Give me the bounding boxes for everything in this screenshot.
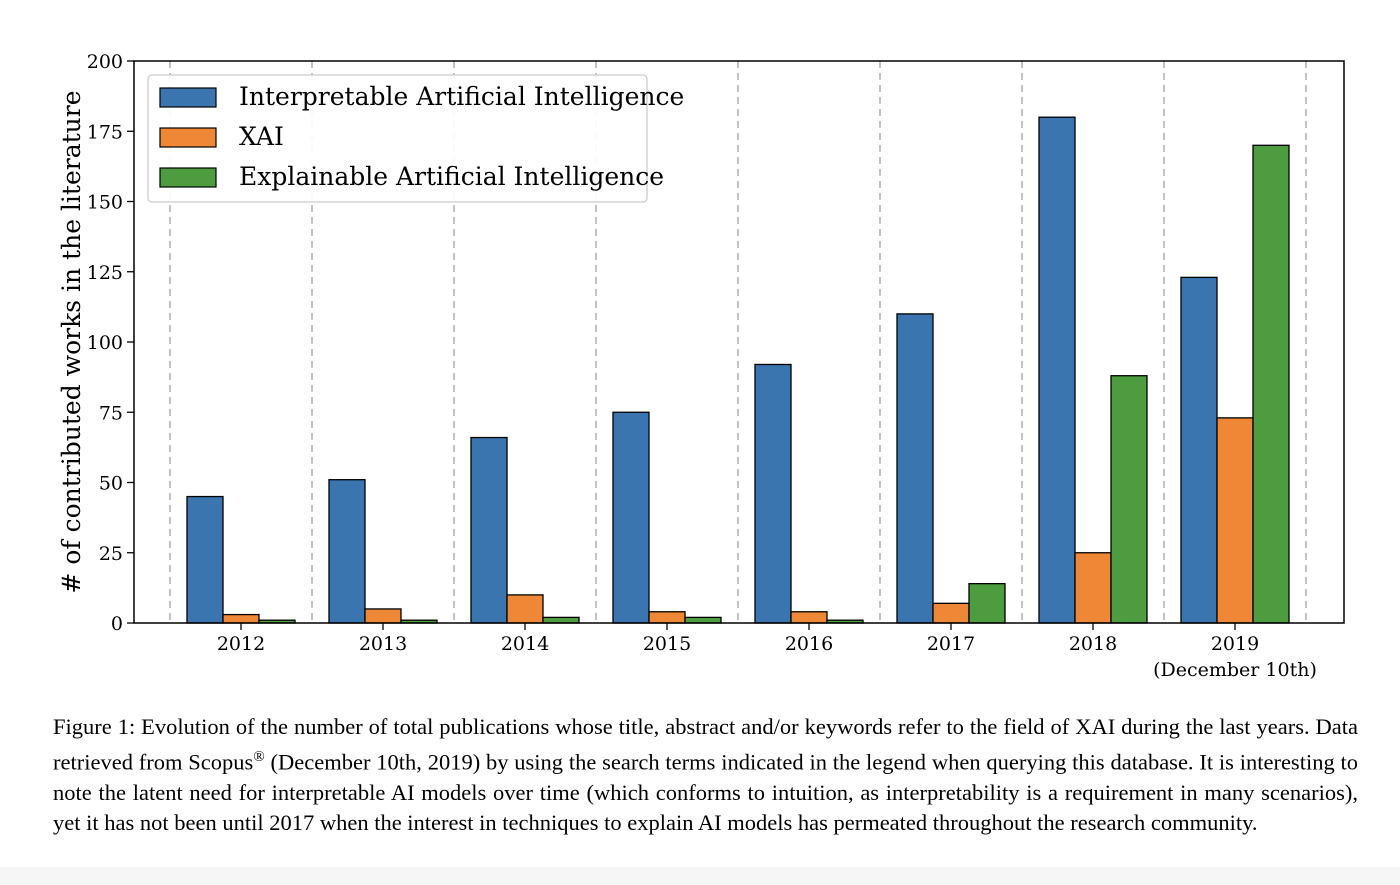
page-bottom-strip (0, 867, 1400, 885)
bar-2012-s0 (186, 495, 224, 624)
bar-2014-s0 (470, 436, 508, 624)
x-tick-label-2018: 2018 (1069, 633, 1117, 655)
y-tick-label: 25 (99, 543, 123, 565)
legend-swatch-s2 (159, 167, 217, 188)
y-tick-label: 150 (87, 192, 123, 214)
bar-2019-s1 (1216, 417, 1254, 624)
y-tick-label: 200 (87, 51, 123, 73)
y-tick-label: 75 (99, 402, 123, 424)
y-tick-label: 0 (111, 613, 123, 635)
bar-2014-s2 (542, 616, 580, 624)
bars (186, 116, 1290, 624)
bar-2012-s1 (222, 613, 260, 624)
bar-2017-s0 (896, 313, 934, 624)
bar-2013-s0 (328, 479, 366, 624)
y-tick-label: 175 (87, 121, 123, 143)
y-axis-label: # of contributed works in the literature (57, 90, 86, 593)
figure-caption: Figure 1: Evolution of the number of tot… (53, 712, 1358, 838)
legend-box (147, 74, 648, 203)
legend-swatch-s1 (159, 127, 217, 148)
y-tick-label: 50 (99, 473, 123, 495)
bar-2015-s2 (684, 616, 722, 624)
bar-2015-s0 (612, 411, 650, 624)
bar-2014-s1 (506, 594, 544, 624)
legend-label-s0: Interpretable Artificial Intelligence (239, 82, 684, 111)
bar-2015-s1 (648, 611, 686, 624)
bar-2019-s0 (1180, 276, 1218, 624)
x-tick-label-2019: 2019 (1211, 633, 1259, 655)
group-separators (169, 61, 1307, 623)
x-tick-label-2012: 2012 (217, 633, 265, 655)
bar-2018-s2 (1110, 375, 1148, 624)
bar-2019-s2 (1252, 144, 1290, 624)
x-axis: 2012 2013 2014 2015 2016 2017 2018 2019 (Decembe… (217, 623, 1317, 681)
y-tick-label: 100 (87, 332, 123, 354)
bar-2016-s1 (790, 611, 828, 624)
caption-lead: Figure 1: Evolution of the number of tot… (53, 714, 1358, 775)
bar-2018-s1 (1074, 552, 1112, 624)
bar-2016-s0 (754, 363, 792, 624)
caption-rest: (December 10th, 2019) by using the searc… (53, 749, 1358, 835)
x-tick-label-2013: 2013 (359, 633, 407, 655)
y-tick-label: 125 (87, 262, 123, 284)
bar-2017-s2 (968, 583, 1006, 624)
x-tick-label-2017: 2017 (927, 633, 975, 655)
registered-mark: ® (253, 749, 265, 765)
x-tick-label-2016: 2016 (785, 633, 833, 655)
legend-label-s2: Explainable Artificial Intelligence (239, 162, 664, 191)
x-tick-label-2015: 2015 (643, 633, 691, 655)
x-tick-sublabel: (December 10th) (1153, 659, 1317, 681)
bar-2017-s1 (932, 602, 970, 624)
legend: Interpretable Artificial Intelligence XAI… (147, 74, 684, 203)
bar-2018-s0 (1038, 116, 1076, 624)
bar-2013-s1 (364, 608, 402, 624)
legend-label-s1: XAI (239, 122, 284, 151)
x-tick-label-2014: 2014 (501, 633, 549, 655)
legend-swatch-s0 (159, 87, 217, 108)
y-axis: 0 25 50 75 100 125 150 175 200 (87, 51, 134, 635)
